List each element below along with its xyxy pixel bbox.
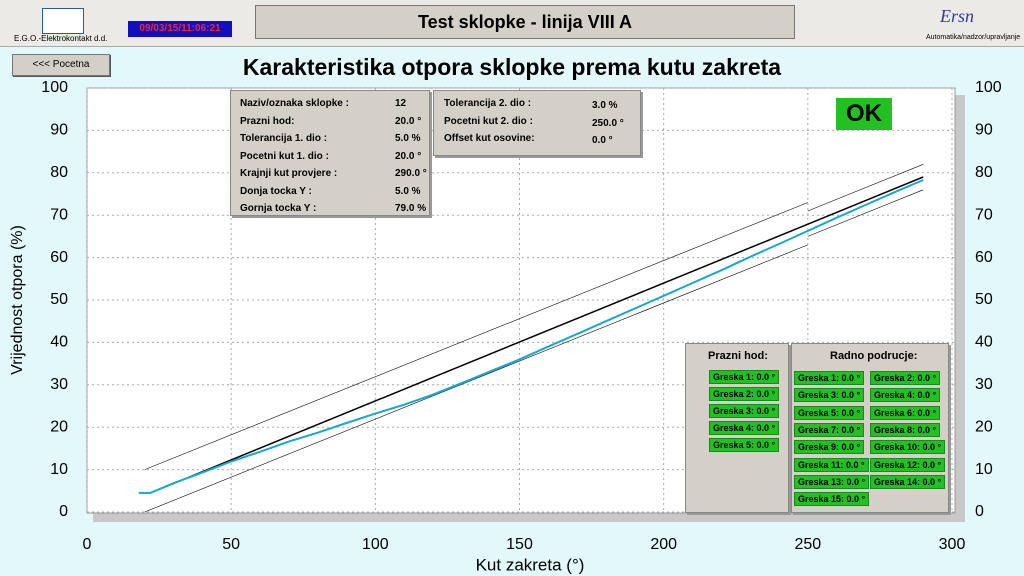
error-label: Greska 7: 0.0 °	[794, 422, 865, 437]
param-value: 250.0 °	[592, 117, 624, 129]
y-tick-label: 60	[975, 249, 993, 266]
param-value: 5.0 %	[395, 133, 421, 144]
y-tick-label: 40	[975, 334, 993, 351]
param-value: 79.0 %	[395, 203, 427, 214]
error-label: Greska 1: 0.0 °	[794, 371, 865, 385]
y-tick-label: 20	[975, 418, 993, 435]
parameters-panel: Naziv/oznaka sklopke : 12 Prazni hod: 20.0 …	[230, 90, 430, 216]
y-tick-label: 100	[41, 79, 68, 96]
parameters-panel: Tolerancija 2. dio : 3.0 % Pocetni kut 2. …	[433, 90, 641, 156]
error-label: Greska 4: 0.0 °	[870, 388, 941, 403]
error-panel: Prazni hod: Greska 1: 0.0 ° Greska 2: 0.0 …	[685, 343, 789, 513]
y-tick-label: 70	[975, 206, 993, 223]
error-label: Greska 5: 0.0 °	[794, 405, 865, 420]
param-value: 20.0 °	[395, 115, 422, 127]
datetime: 09/03/15/11:06:21	[128, 21, 232, 37]
error-label: Greska 3: 0.0 °	[709, 404, 780, 418]
param-value: 12	[395, 98, 407, 109]
y-tick-label: 40	[50, 334, 68, 351]
series-line	[144, 164, 924, 470]
param-label: Offset kut osovine:	[444, 133, 535, 144]
y-tick-label: 50	[975, 291, 993, 308]
series-line	[144, 189, 924, 513]
error-label: Greska 2: 0.0 °	[709, 387, 780, 401]
error-label: Greska 5: 0.0 °	[709, 438, 780, 452]
y-tick-label: 50	[50, 291, 68, 308]
param-value: 290.0 °	[395, 168, 427, 179]
error-label: Greska 1: 0.0 °	[709, 370, 780, 384]
param-label: Krajnji kut provjere :	[240, 168, 338, 179]
y-tick-label: 0	[975, 503, 984, 520]
y-tick-label: 90	[975, 122, 993, 139]
param-value: 3.0 %	[592, 100, 618, 111]
x-axis-label: Kut zakreta (°)	[476, 555, 585, 574]
error-label: Greska 9: 0.0 °	[794, 440, 865, 455]
error-label: Greska 15: 0.0 °	[794, 492, 870, 507]
y-tick-label: 80	[975, 164, 993, 181]
error-label: Greska 10: 0.0 °	[870, 440, 946, 455]
x-tick-label: 100	[362, 536, 389, 553]
error-label: Greska 11: 0.0 °	[794, 457, 869, 472]
param-label: Gornja tocka Y :	[240, 203, 317, 214]
error-label: Greska 12: 0.0 °	[870, 457, 946, 472]
param-label: Tolerancija 1. dio :	[240, 133, 328, 144]
x-tick-label: 0	[83, 536, 92, 553]
error-label: Greska 6: 0.0 °	[870, 405, 941, 420]
panel-title: Prazni hod:	[708, 350, 768, 362]
error-label: Greska 2: 0.0 °	[870, 371, 941, 385]
y-tick-label: 90	[50, 122, 68, 139]
back-button[interactable]: <<< Pocetna	[12, 54, 110, 76]
x-tick-label: 50	[222, 536, 240, 553]
x-tick-label: 150	[506, 536, 533, 553]
param-label: Pocetni kut 1. dio :	[240, 150, 329, 162]
x-tick-label: 200	[650, 536, 677, 553]
y-tick-label: 70	[50, 206, 68, 223]
param-label: Prazni hod:	[240, 115, 295, 127]
y-tick-label: 10	[975, 461, 993, 478]
panel-title: Radno podrucje:	[830, 350, 918, 362]
error-label: Greska 3: 0.0 °	[794, 388, 865, 403]
status: OK	[836, 98, 892, 130]
param-value: 5.0 %	[395, 185, 421, 197]
brand: Ersn	[940, 6, 975, 26]
error-label: Greska 4: 0.0 °	[709, 421, 780, 435]
y-tick-label: 20	[50, 418, 68, 435]
y-axis-label: Vrijednost otpora (%)	[9, 225, 26, 375]
param-value: 0.0 °	[592, 135, 613, 146]
error-label: Greska 8: 0.0 °	[870, 422, 941, 437]
y-tick-label: 80	[50, 164, 68, 181]
error-label: Greska 14: 0.0 °	[870, 474, 946, 489]
company-logo	[42, 8, 84, 34]
param-label: Donja tocka Y :	[240, 185, 312, 197]
error-label: Greska 13: 0.0 °	[794, 474, 870, 489]
x-tick-label: 250	[794, 536, 821, 553]
y-tick-label: 10	[50, 461, 68, 478]
company-name: E.G.O.-Elektrokontakt d.d.	[14, 34, 108, 43]
series-line	[138, 179, 924, 494]
y-tick-label: 60	[50, 249, 68, 266]
param-value: 20.0 °	[395, 150, 422, 162]
param-label: Pocetni kut 2. dio :	[444, 115, 533, 127]
y-tick-label: 100	[975, 79, 1002, 96]
param-label: Tolerancija 2. dio :	[444, 98, 532, 109]
x-tick-label: 300	[939, 536, 966, 553]
y-tick-label: 30	[975, 376, 993, 393]
y-tick-label: 30	[50, 376, 68, 393]
app-title: Test sklopke - linija VIII A	[255, 5, 795, 39]
y-tick-label: 0	[59, 503, 68, 520]
error-panel: Radno podrucje: Greska 1: 0.0 ° Greska 2: …	[791, 343, 949, 513]
brand-tagline: Automatika/nadzor/upravljanje	[926, 34, 1021, 41]
chart-title: Karakteristika otpora sklopke prema kutu…	[242, 54, 782, 80]
param-label: Naziv/oznaka sklopke :	[240, 98, 349, 109]
